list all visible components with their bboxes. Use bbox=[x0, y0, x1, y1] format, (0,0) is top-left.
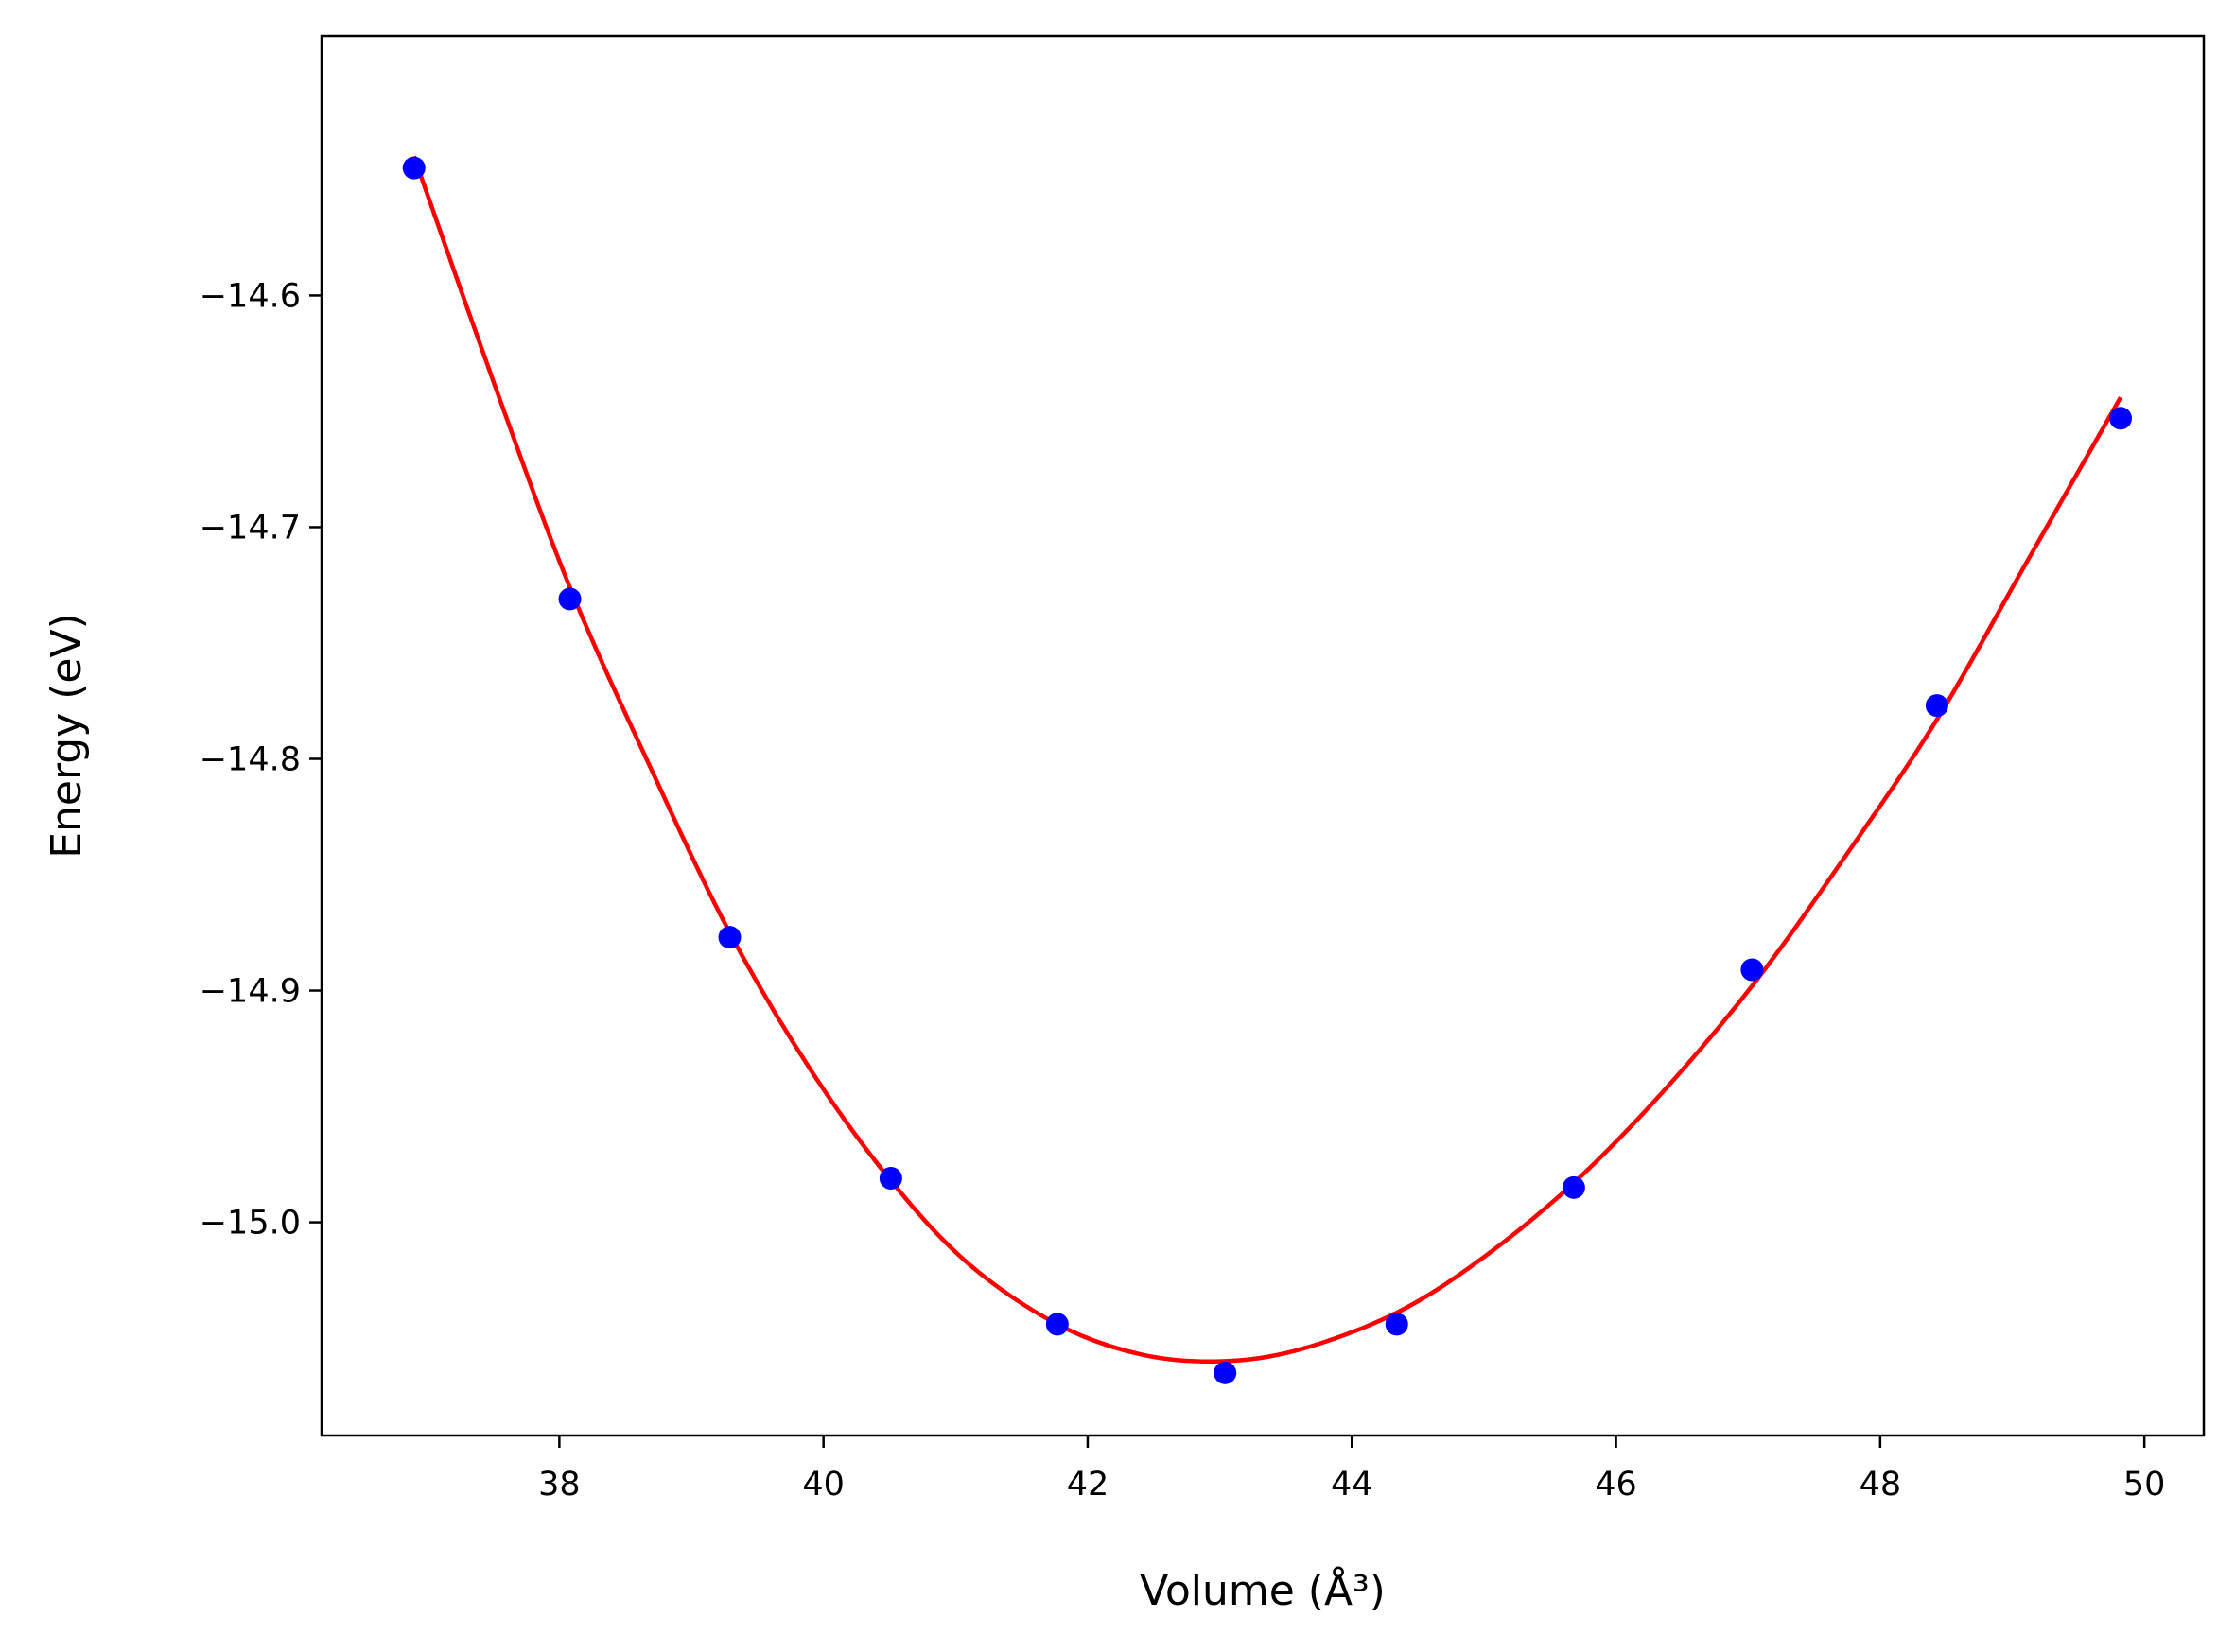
y-tick-label: −15.0 bbox=[200, 1205, 301, 1243]
y-tick-label: −14.7 bbox=[200, 509, 301, 547]
data-point bbox=[1045, 1313, 1069, 1336]
x-tick-label: 46 bbox=[1595, 1466, 1637, 1504]
x-tick-label: 38 bbox=[538, 1466, 581, 1504]
data-point bbox=[558, 587, 582, 611]
data-point bbox=[1385, 1313, 1408, 1336]
x-tick-label: 50 bbox=[2123, 1466, 2166, 1504]
data-point bbox=[1740, 958, 1764, 982]
data-point bbox=[1925, 694, 1948, 718]
y-axis-label: Energy (eV) bbox=[43, 613, 91, 859]
y-tick-label: −14.6 bbox=[200, 277, 301, 315]
plot-frame bbox=[320, 34, 2206, 1437]
y-tick-label: −14.8 bbox=[200, 741, 301, 779]
x-tick-label: 42 bbox=[1067, 1466, 1109, 1504]
fit-curve bbox=[411, 155, 2122, 1365]
x-axis-label: Volume (Å³) bbox=[1140, 1565, 1386, 1615]
x-tick-label: 48 bbox=[1860, 1466, 1902, 1504]
data-point bbox=[879, 1167, 902, 1191]
data-point bbox=[402, 156, 426, 180]
data-point bbox=[2109, 407, 2133, 430]
data-point bbox=[718, 926, 742, 949]
y-tick-label: −14.9 bbox=[200, 973, 301, 1011]
x-tick-label: 40 bbox=[802, 1466, 845, 1504]
data-point bbox=[1562, 1175, 1585, 1199]
data-point bbox=[1214, 1361, 1237, 1384]
x-tick-label: 44 bbox=[1331, 1466, 1373, 1504]
